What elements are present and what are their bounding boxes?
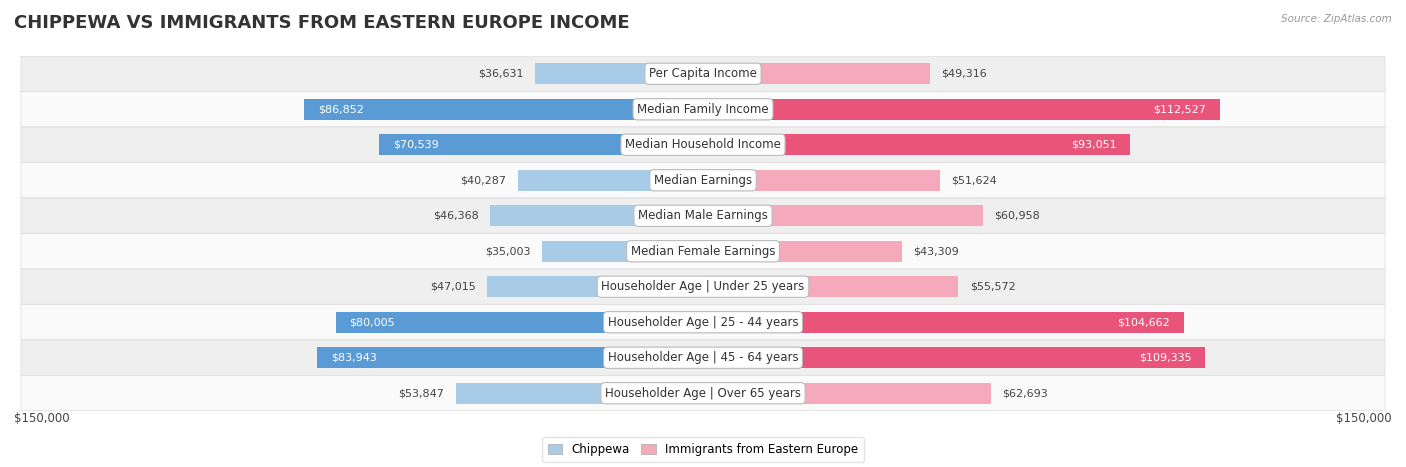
Bar: [304, 99, 703, 120]
Bar: [703, 99, 1220, 120]
Text: $83,943: $83,943: [332, 353, 377, 363]
Text: Source: ZipAtlas.com: Source: ZipAtlas.com: [1281, 14, 1392, 24]
Text: $93,051: $93,051: [1071, 140, 1116, 150]
Bar: [336, 311, 703, 333]
FancyBboxPatch shape: [21, 92, 1385, 127]
Bar: [703, 311, 1184, 333]
FancyBboxPatch shape: [21, 304, 1385, 340]
FancyBboxPatch shape: [21, 163, 1385, 198]
Bar: [703, 205, 983, 226]
Bar: [703, 170, 941, 191]
Text: $86,852: $86,852: [318, 104, 364, 114]
Bar: [534, 63, 703, 85]
Text: $35,003: $35,003: [485, 246, 530, 256]
Text: $49,316: $49,316: [941, 69, 987, 79]
FancyBboxPatch shape: [21, 127, 1385, 163]
Text: $104,662: $104,662: [1118, 317, 1170, 327]
Bar: [543, 241, 703, 262]
Bar: [456, 382, 703, 404]
Text: Median Female Earnings: Median Female Earnings: [631, 245, 775, 258]
Bar: [380, 134, 703, 156]
FancyBboxPatch shape: [21, 269, 1385, 304]
Bar: [703, 241, 901, 262]
Text: Median Family Income: Median Family Income: [637, 103, 769, 116]
FancyBboxPatch shape: [21, 340, 1385, 375]
Text: $51,624: $51,624: [952, 175, 997, 185]
Bar: [703, 382, 991, 404]
Text: $47,015: $47,015: [430, 282, 475, 292]
Bar: [318, 347, 703, 368]
Text: $60,958: $60,958: [994, 211, 1040, 221]
Text: Median Earnings: Median Earnings: [654, 174, 752, 187]
Text: $62,693: $62,693: [1002, 388, 1049, 398]
Bar: [703, 276, 959, 297]
Text: $70,539: $70,539: [392, 140, 439, 150]
FancyBboxPatch shape: [21, 198, 1385, 234]
Text: $43,309: $43,309: [914, 246, 959, 256]
Text: $55,572: $55,572: [970, 282, 1015, 292]
Text: $150,000: $150,000: [14, 412, 70, 425]
Text: Median Household Income: Median Household Income: [626, 138, 780, 151]
Text: Median Male Earnings: Median Male Earnings: [638, 209, 768, 222]
Text: $40,287: $40,287: [461, 175, 506, 185]
Text: $112,527: $112,527: [1153, 104, 1206, 114]
Text: $53,847: $53,847: [398, 388, 444, 398]
Text: $109,335: $109,335: [1139, 353, 1191, 363]
Bar: [703, 63, 929, 85]
Text: Householder Age | Over 65 years: Householder Age | Over 65 years: [605, 387, 801, 400]
Text: $80,005: $80,005: [349, 317, 395, 327]
Text: $46,368: $46,368: [433, 211, 478, 221]
Text: $36,631: $36,631: [478, 69, 523, 79]
Text: $150,000: $150,000: [1336, 412, 1392, 425]
Legend: Chippewa, Immigrants from Eastern Europe: Chippewa, Immigrants from Eastern Europe: [541, 437, 865, 462]
FancyBboxPatch shape: [21, 56, 1385, 92]
Text: Householder Age | Under 25 years: Householder Age | Under 25 years: [602, 280, 804, 293]
Bar: [703, 347, 1205, 368]
FancyBboxPatch shape: [21, 234, 1385, 269]
Bar: [703, 134, 1130, 156]
Text: Householder Age | 45 - 64 years: Householder Age | 45 - 64 years: [607, 351, 799, 364]
Text: Householder Age | 25 - 44 years: Householder Age | 25 - 44 years: [607, 316, 799, 329]
Text: Per Capita Income: Per Capita Income: [650, 67, 756, 80]
Bar: [491, 205, 703, 226]
Bar: [517, 170, 703, 191]
FancyBboxPatch shape: [21, 375, 1385, 411]
Text: CHIPPEWA VS IMMIGRANTS FROM EASTERN EUROPE INCOME: CHIPPEWA VS IMMIGRANTS FROM EASTERN EURO…: [14, 14, 630, 32]
Bar: [486, 276, 703, 297]
